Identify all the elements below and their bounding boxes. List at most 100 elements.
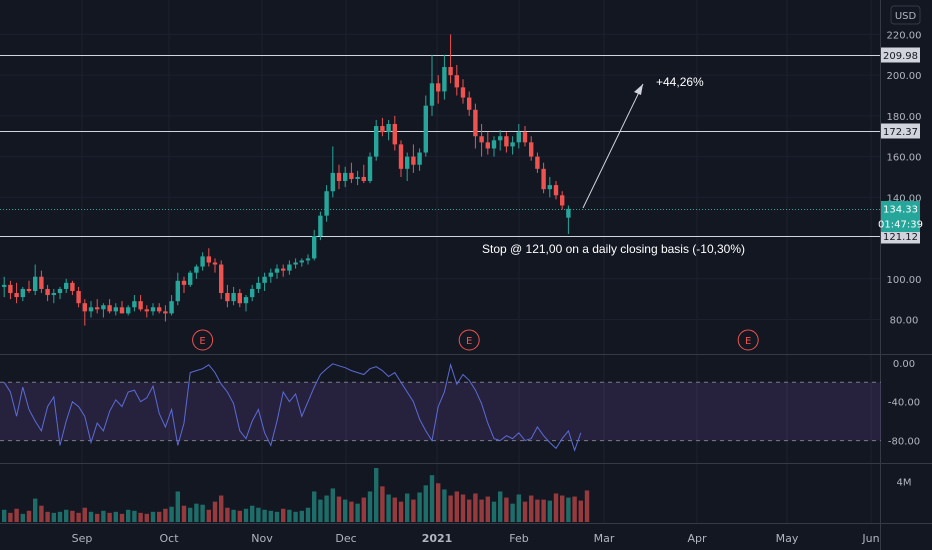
- earnings-marker-icon[interactable]: [192, 329, 214, 351]
- candle-body: [76, 290, 81, 304]
- time-axis-label: 2021: [422, 532, 453, 545]
- volume-bar: [101, 510, 106, 522]
- volume-bar: [411, 499, 416, 522]
- candle-body: [157, 307, 162, 312]
- candle-body: [454, 75, 459, 88]
- candle-body: [206, 256, 211, 263]
- candle-body: [287, 264, 292, 271]
- candle-body: [299, 260, 304, 263]
- countdown-label: 01:47:39: [878, 220, 923, 231]
- candle-body: [33, 276, 38, 291]
- time-axis-label: Mar: [594, 532, 615, 545]
- volume-bar: [299, 510, 304, 522]
- currency-badge[interactable]: [890, 5, 921, 25]
- candle-body: [95, 307, 100, 310]
- candle-body: [349, 172, 354, 179]
- earnings-marker-icon[interactable]: [458, 329, 480, 351]
- candle-body: [392, 124, 397, 145]
- volume-bar: [268, 510, 273, 522]
- volume-bar: [132, 510, 137, 522]
- volume-bar: [429, 475, 435, 522]
- candle-body: [144, 309, 149, 312]
- candle-body: [398, 144, 404, 169]
- volume-bar: [343, 499, 348, 522]
- candle-body: [119, 307, 125, 314]
- volume-bar: [578, 500, 583, 522]
- oscillator-pane[interactable]: 0.00 -40.00 -80.00: [0, 359, 920, 452]
- last-price-label: 134.33: [883, 205, 918, 216]
- volume-bar: [448, 495, 453, 522]
- candle-body: [566, 208, 571, 218]
- time-axis-label: Nov: [251, 532, 273, 545]
- candle-body: [225, 293, 230, 302]
- volume-bar: [150, 511, 156, 522]
- candle-body: [262, 276, 267, 283]
- candle-body: [367, 156, 373, 182]
- volume-bar: [522, 501, 528, 522]
- candle-body: [498, 136, 503, 141]
- volume-bar: [460, 494, 466, 522]
- time-axis-label: Apr: [687, 532, 707, 545]
- annotations: +44,26% Stop @ 121,00 on a daily closing…: [482, 75, 745, 256]
- candle-body: [429, 83, 435, 106]
- candles: [2, 34, 571, 326]
- candle-body: [361, 176, 366, 182]
- volume-bar: [200, 504, 205, 522]
- volume-bar: [82, 507, 87, 522]
- candle-body: [45, 288, 50, 296]
- volume-bar: [157, 511, 162, 522]
- candle-body: [293, 262, 298, 265]
- candle-body: [324, 191, 329, 216]
- candle-body: [529, 142, 534, 157]
- candle-body: [355, 176, 360, 179]
- candle-body: [380, 126, 385, 133]
- candle-body: [8, 284, 13, 294]
- candle-body: [442, 67, 447, 92]
- volume-bar: [250, 505, 255, 522]
- volume-bar: [510, 503, 515, 522]
- price-axis[interactable]: USD 220.00 200.00 180.00 160.00 140.00 100.00…: [878, 5, 923, 326]
- candle-body: [181, 280, 187, 285]
- level-tag: [881, 123, 920, 139]
- volume-bar: [45, 511, 50, 522]
- candle-body: [330, 172, 335, 192]
- candle-body: [516, 132, 521, 143]
- level-tag: [881, 228, 920, 244]
- volume-bar: [529, 495, 534, 522]
- candle-body: [405, 156, 410, 169]
- volume-bar: [256, 507, 261, 522]
- candle-body: [237, 293, 242, 304]
- candle-body: [467, 97, 472, 110]
- volume-bar: [498, 491, 503, 522]
- horizontal-levels: [0, 55, 881, 237]
- price-tick-label: 160.00: [887, 153, 922, 164]
- volume-bar: [194, 503, 199, 522]
- volume-pane[interactable]: 4M: [2, 468, 912, 522]
- price-tick-label: 140.00: [887, 193, 922, 204]
- candle-body: [343, 172, 348, 182]
- volume-bar: [479, 499, 484, 522]
- volume-bar: [26, 510, 32, 522]
- volume-bar: [442, 489, 447, 522]
- oscillator-band: [0, 382, 881, 441]
- volume-bar: [584, 490, 590, 522]
- volume-bar: [535, 499, 540, 522]
- price-tick-label: 80.00: [890, 315, 919, 326]
- price-pane[interactable]: E E E +44,26% Stop @ 121,00 on a daily clo…: [0, 34, 881, 351]
- time-axis-label: Feb: [509, 532, 528, 545]
- volume-bar: [324, 495, 329, 522]
- volume-bar: [119, 513, 125, 522]
- volume-bar: [572, 496, 577, 522]
- volume-bar: [274, 511, 280, 522]
- candle-body: [312, 236, 317, 259]
- volume-bar: [516, 494, 521, 522]
- time-axis[interactable]: Sep Oct Nov Dec 2021 Feb Mar Apr May Jun: [72, 532, 880, 545]
- earnings-marker-icon[interactable]: [737, 329, 759, 351]
- candle-body: [274, 268, 280, 273]
- time-axis-label: May: [776, 532, 799, 545]
- price-tick-label: 100.00: [887, 275, 922, 286]
- candle-body: [200, 256, 205, 267]
- candle-body: [491, 140, 497, 149]
